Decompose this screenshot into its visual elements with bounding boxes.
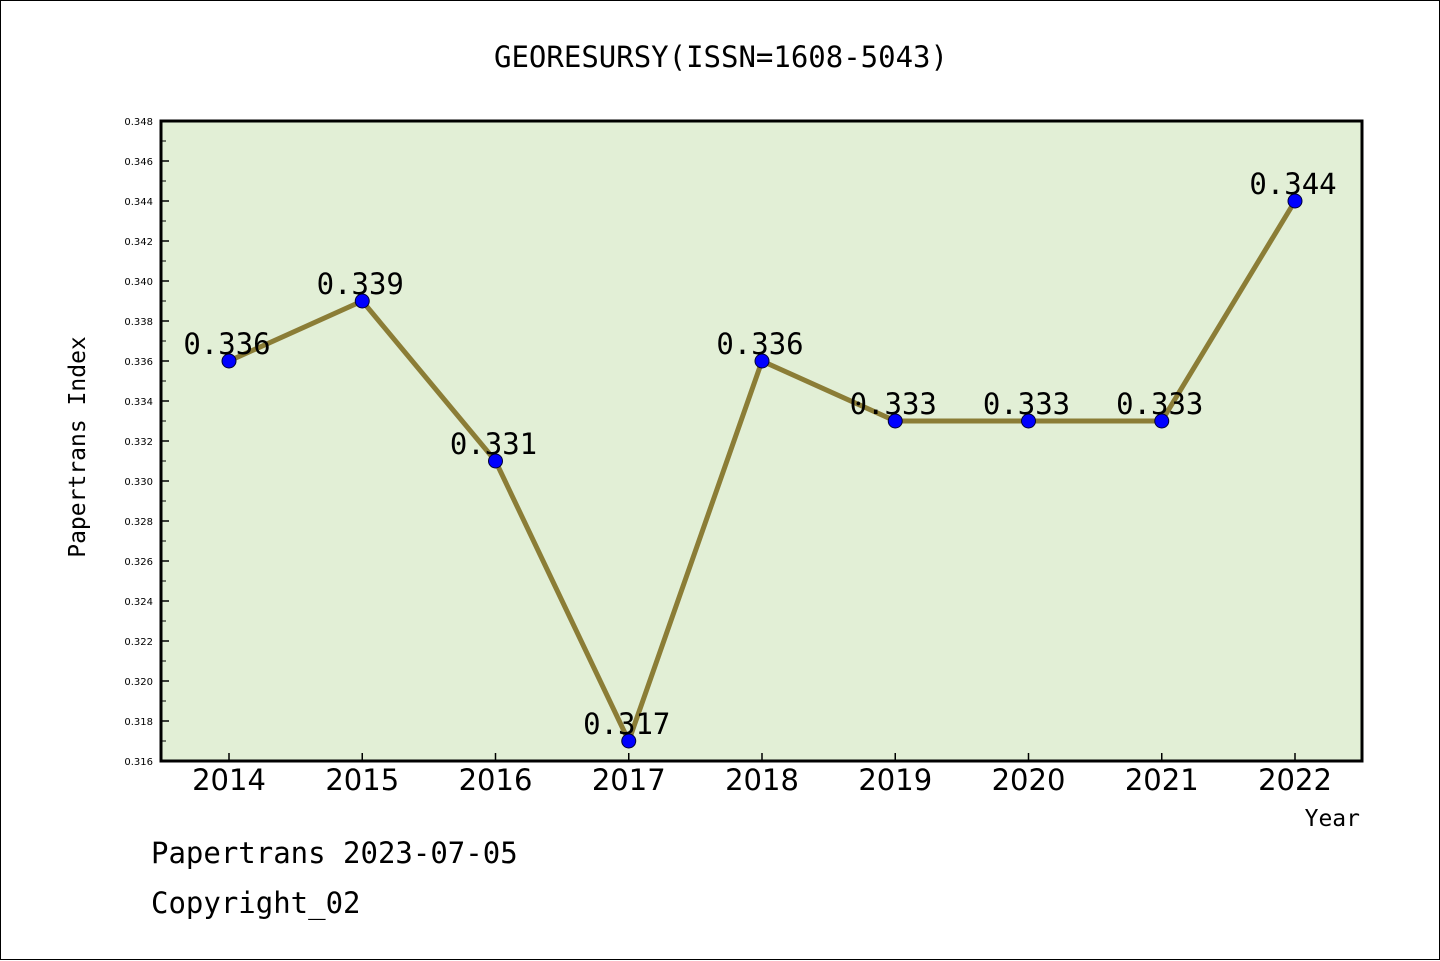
y-tick-label: 0.318 bbox=[124, 717, 153, 728]
x-tick-label: 2014 bbox=[192, 763, 266, 797]
plot-area bbox=[159, 119, 1364, 763]
x-tick-label: 2021 bbox=[1125, 763, 1199, 797]
data-point bbox=[621, 733, 637, 749]
y-axis: 0.316 0.318 0.320 0.322 0.324 0.326 0.328 0.330… bbox=[124, 117, 169, 768]
y-tick-label: 0.332 bbox=[124, 437, 153, 448]
x-tick-label: 2020 bbox=[992, 763, 1066, 797]
data-label: 0.333 bbox=[983, 387, 1070, 421]
data-point bbox=[754, 353, 770, 369]
data-point bbox=[1287, 193, 1303, 209]
x-tick-label: 2018 bbox=[725, 763, 799, 797]
data-label: 0.336 bbox=[716, 327, 803, 361]
data-point bbox=[221, 353, 237, 369]
footer-copyright-line: Copyright_02 bbox=[151, 886, 361, 920]
data-point bbox=[488, 453, 503, 469]
data-label: 0.333 bbox=[1116, 387, 1203, 421]
data-point bbox=[354, 293, 370, 309]
y-tick-label: 0.338 bbox=[124, 317, 153, 328]
footer-date-line: Papertrans 2023-07-05 bbox=[151, 836, 518, 870]
data-label: 0.331 bbox=[450, 427, 537, 461]
y-tick-label: 0.330 bbox=[124, 477, 153, 488]
y-tick-label: 0.342 bbox=[124, 237, 153, 248]
y-tick-label: 0.336 bbox=[124, 357, 153, 368]
data-label: 0.339 bbox=[317, 267, 404, 301]
y-tick-label: 0.324 bbox=[124, 597, 153, 608]
data-label: 0.317 bbox=[583, 707, 670, 741]
y-tick-label: 0.316 bbox=[124, 757, 153, 768]
data-label: 0.336 bbox=[183, 327, 270, 361]
x-tick-label: 2019 bbox=[858, 763, 932, 797]
chart-title: GEORESURSY(ISSN=1608-5043) bbox=[494, 40, 948, 74]
data-labels: 0.336 0.339 0.331 0.317 0.336 0.333 0.333 0.333… bbox=[183, 167, 1336, 741]
y-axis-label: Papertrans Index bbox=[65, 336, 91, 558]
y-tick-label: 0.334 bbox=[124, 397, 153, 408]
y-tick-label: 0.322 bbox=[124, 637, 153, 648]
y-tick-label: 0.348 bbox=[124, 117, 153, 128]
y-tick-label: 0.340 bbox=[124, 277, 153, 288]
data-point bbox=[1021, 413, 1036, 429]
x-axis-label: Year bbox=[1305, 806, 1360, 832]
data-label: 0.333 bbox=[850, 387, 937, 421]
x-tick-label: 2015 bbox=[325, 763, 399, 797]
x-tick-label: 2017 bbox=[592, 763, 666, 797]
y-tick-label: 0.344 bbox=[124, 197, 153, 208]
data-point bbox=[1154, 413, 1170, 429]
y-tick-label: 0.326 bbox=[124, 557, 153, 568]
y-tick-label: 0.320 bbox=[124, 677, 153, 688]
data-label: 0.344 bbox=[1249, 167, 1336, 201]
data-point bbox=[887, 413, 903, 429]
data-points bbox=[221, 193, 1303, 749]
x-axis: 2014 2015 2016 2017 2018 2019 2020 2021 2022 bbox=[192, 753, 1332, 797]
y-tick-label: 0.328 bbox=[124, 517, 153, 528]
x-tick-label: 2022 bbox=[1258, 763, 1332, 797]
y-tick-label: 0.346 bbox=[124, 157, 153, 168]
x-tick-label: 2016 bbox=[459, 763, 533, 797]
